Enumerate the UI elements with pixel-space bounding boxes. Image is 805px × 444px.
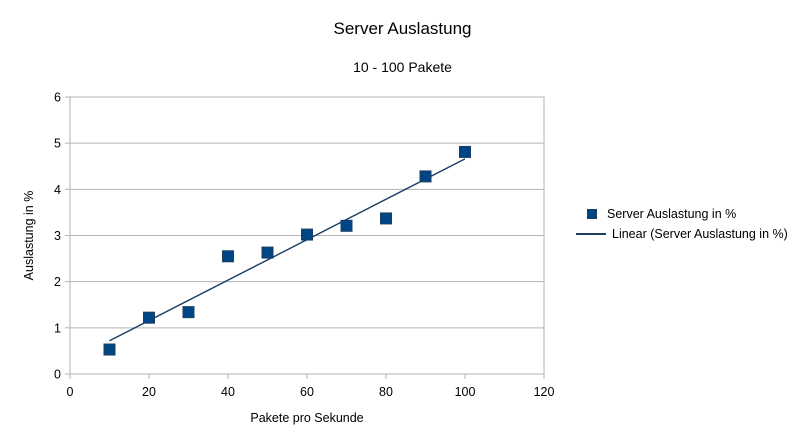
y-axis-label: Auslastung in % <box>22 191 36 281</box>
chart-title: Server Auslastung <box>333 19 472 38</box>
x-tick-label: 60 <box>300 385 314 399</box>
data-point <box>301 228 313 241</box>
y-tick-label: 5 <box>54 137 61 151</box>
data-point <box>459 145 471 158</box>
legend: Server Auslastung in % Linear (Server Au… <box>576 204 788 244</box>
line-icon <box>576 233 606 235</box>
x-tick-label: 40 <box>221 385 235 399</box>
y-tick-label: 1 <box>54 321 61 335</box>
x-tick-label: 120 <box>534 385 555 399</box>
y-tick-label: 6 <box>54 91 61 105</box>
x-tick-label: 80 <box>379 385 393 399</box>
data-point <box>419 170 432 183</box>
y-tick-label: 0 <box>54 368 61 382</box>
data-point <box>340 219 353 232</box>
legend-series-label: Server Auslastung in % <box>607 207 737 221</box>
data-point <box>103 343 116 356</box>
legend-trendline-label: Linear (Server Auslastung in %) <box>612 227 788 241</box>
y-tick-label: 3 <box>54 229 61 243</box>
legend-item-trendline: Linear (Server Auslastung in %) <box>576 224 788 244</box>
x-tick-label: 20 <box>142 385 156 399</box>
chart-subtitle: 10 - 100 Pakete <box>353 59 452 75</box>
x-tick-label: 0 <box>67 385 74 399</box>
legend-item-series: Server Auslastung in % <box>584 204 788 224</box>
square-marker-icon <box>587 209 597 219</box>
data-point <box>143 311 155 324</box>
data-point <box>261 246 274 259</box>
y-tick-label: 2 <box>54 275 61 289</box>
linear-trendline <box>109 158 466 342</box>
data-point <box>222 250 234 263</box>
x-tick-label: 100 <box>455 385 476 399</box>
data-point <box>380 212 392 225</box>
y-tick-label: 4 <box>54 183 61 197</box>
data-point <box>182 306 195 319</box>
trendline-layer <box>109 158 466 342</box>
x-axis-label: Pakete pro Sekunde <box>250 411 363 425</box>
data-points <box>103 145 471 356</box>
